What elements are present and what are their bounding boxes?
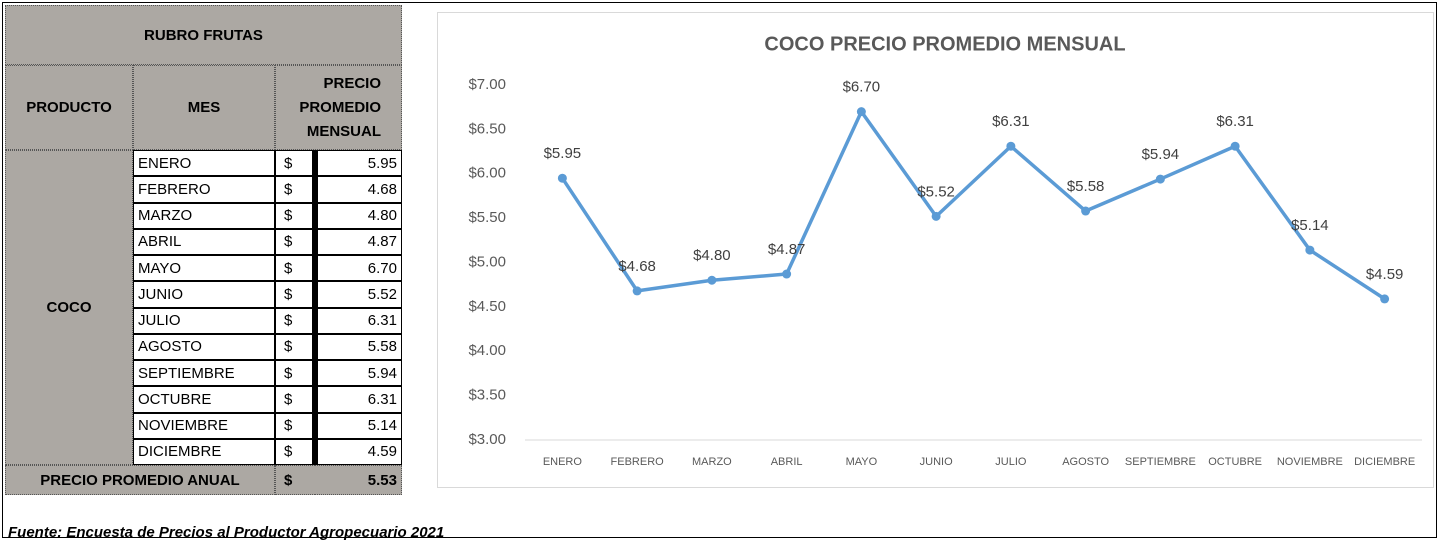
y-tick-label: $6.50	[468, 120, 506, 137]
currency: $	[275, 386, 315, 413]
data-label: $5.14	[1291, 217, 1329, 234]
price: 6.31	[315, 307, 402, 334]
data-label: $6.31	[1216, 113, 1254, 130]
x-tick-label: MAYO	[846, 456, 878, 468]
data-label: $6.70	[843, 79, 881, 96]
x-tick-label: ABRIL	[771, 456, 803, 468]
y-tick-label: $5.50	[468, 209, 506, 226]
header: MES	[133, 65, 275, 150]
data-label: $6.31	[992, 113, 1030, 130]
currency: $	[275, 307, 315, 334]
price: 5.58	[315, 333, 402, 360]
data-label: $5.94	[1142, 146, 1180, 163]
month: JULIO	[133, 307, 275, 334]
point	[557, 173, 567, 183]
price: 5.95	[315, 150, 402, 177]
month: OCTUBRE	[133, 386, 275, 413]
currency: $	[275, 438, 315, 465]
data-label: $5.95	[544, 145, 582, 162]
price: 4.87	[315, 228, 402, 255]
month: FEBRERO	[133, 176, 275, 203]
footer-price: 5.53	[315, 465, 402, 495]
line	[560, 109, 1386, 301]
currency: $	[275, 281, 315, 308]
price: 4.68	[315, 176, 402, 203]
point	[1006, 141, 1016, 151]
month: MAYO	[133, 255, 275, 282]
price: 5.52	[315, 281, 402, 308]
chart-area	[437, 12, 1434, 488]
point	[1081, 206, 1091, 216]
price: 4.59	[315, 438, 402, 465]
x-tick-label: JUNIO	[920, 456, 953, 468]
data-label: $5.58	[1067, 178, 1105, 195]
x-tick-label: AGOSTO	[1062, 456, 1109, 468]
product: COCO	[5, 150, 133, 465]
month: AGOSTO	[133, 333, 275, 360]
x-tick-label: FEBRERO	[611, 456, 665, 468]
point	[1305, 245, 1315, 255]
y-tick-label: $4.50	[468, 298, 506, 315]
footer-label: PRECIO PROMEDIO ANUAL	[5, 465, 275, 495]
table-title: RUBRO FRUTAS	[5, 5, 402, 65]
data-label: $4.80	[693, 247, 731, 264]
month: ENERO	[133, 150, 275, 177]
point	[1155, 174, 1165, 184]
price: 4.80	[315, 202, 402, 229]
x-tick-label: DICIEMBRE	[1354, 456, 1415, 468]
currency: $	[275, 202, 315, 229]
month: NOVIEMBRE	[133, 412, 275, 439]
currency: $	[275, 360, 315, 387]
price: 5.14	[315, 412, 402, 439]
y-tick-label: $3.50	[468, 387, 506, 404]
currency: $	[275, 255, 315, 282]
x-tick-label: SEPTIEMBRE	[1125, 456, 1196, 468]
price: 5.94	[315, 360, 402, 387]
data-label: $5.52	[917, 183, 955, 200]
point	[856, 107, 866, 117]
x-tick-label: NOVIEMBRE	[1277, 456, 1343, 468]
data-label: $4.68	[618, 258, 656, 275]
currency: $	[275, 176, 315, 203]
footer-currency: $	[275, 465, 315, 495]
month: SEPTIEMBRE	[133, 360, 275, 387]
source-note: Fuente: Encuesta de Precios al Productor…	[8, 524, 445, 541]
y-tick-label: $4.00	[468, 342, 506, 359]
month: JUNIO	[133, 281, 275, 308]
data-label: $4.87	[768, 241, 806, 258]
y-tick-label: $3.00	[468, 431, 506, 448]
month: MARZO	[133, 202, 275, 229]
x-tick-label: JULIO	[995, 456, 1027, 468]
point	[1380, 294, 1390, 304]
point	[931, 211, 941, 221]
point	[707, 275, 717, 285]
y-tick-label: $5.00	[468, 253, 506, 270]
chart-title: COCO PRECIO PROMEDIO MENSUAL	[764, 33, 1125, 55]
month: DICIEMBRE	[133, 438, 275, 465]
data-label: $4.59	[1366, 266, 1404, 283]
x-tick-label: MARZO	[692, 456, 732, 468]
currency: $	[275, 228, 315, 255]
y-tick-label: $6.00	[468, 165, 506, 182]
month: ABRIL	[133, 228, 275, 255]
point	[1230, 141, 1240, 151]
price: 6.31	[315, 386, 402, 413]
x-tick-label: OCTUBRE	[1208, 456, 1262, 468]
header: PRODUCTO	[5, 65, 133, 150]
currency: $	[275, 412, 315, 439]
point	[782, 269, 792, 279]
point	[632, 286, 642, 296]
x-tick-label: ENERO	[543, 456, 583, 468]
price: 6.70	[315, 255, 402, 282]
y-tick-label: $7.00	[468, 76, 506, 93]
header: PRECIO PROMEDIO MENSUAL	[275, 65, 402, 150]
currency: $	[275, 150, 315, 177]
currency: $	[275, 333, 315, 360]
